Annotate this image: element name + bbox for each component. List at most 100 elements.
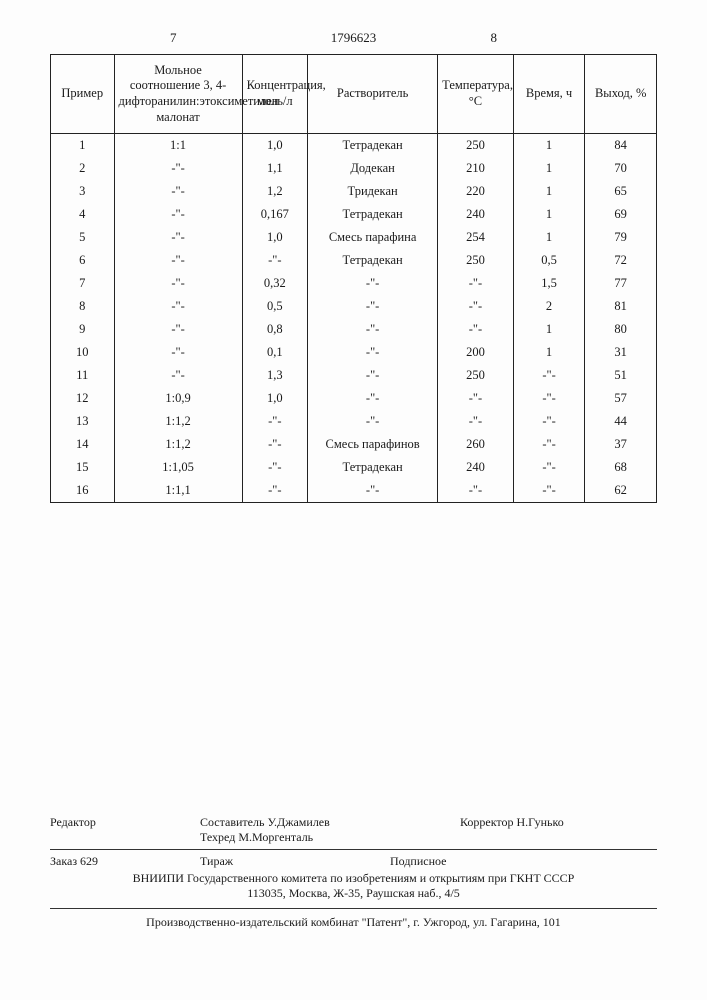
tirazh-label: Тираж	[200, 854, 390, 869]
table-cell: 3	[51, 180, 115, 203]
table-row: 6-"--"-Тетрадекан2500,572	[51, 249, 657, 272]
table-cell: Додекан	[308, 157, 438, 180]
table-cell: 65	[585, 180, 657, 203]
col-yield: Выход, %	[585, 55, 657, 134]
table-cell: 1	[51, 134, 115, 158]
table-cell: 1	[513, 134, 585, 158]
table-row: 5-"-1,0Смесь парафина254179	[51, 226, 657, 249]
publisher-line: Производственно-издательский комбинат "П…	[50, 915, 657, 930]
table-cell: -"-	[242, 433, 308, 456]
table-cell: 0,5	[513, 249, 585, 272]
table-cell: 200	[438, 341, 514, 364]
table-cell: 220	[438, 180, 514, 203]
table-cell: -"-	[242, 456, 308, 479]
table-cell: -"-	[513, 410, 585, 433]
table-cell: -"-	[438, 479, 514, 503]
table-cell: -"-	[308, 364, 438, 387]
table-cell: -"-	[308, 272, 438, 295]
table-cell: -"-	[438, 318, 514, 341]
table-cell: -"-	[114, 226, 242, 249]
table-cell: -"-	[438, 387, 514, 410]
table-cell: 0,1	[242, 341, 308, 364]
page-num-left: 7	[170, 30, 177, 46]
table-cell: 1,0	[242, 226, 308, 249]
table-cell: 2	[51, 157, 115, 180]
table-cell: 10	[51, 341, 115, 364]
table-row: 161:1,1-"--"--"--"-62	[51, 479, 657, 503]
table-cell: -"-	[114, 203, 242, 226]
table-cell: -"-	[308, 295, 438, 318]
table-row: 121:0,91,0-"--"--"-57	[51, 387, 657, 410]
table-cell: 31	[585, 341, 657, 364]
order-number: Заказ 629	[50, 854, 200, 869]
col-example: Пример	[51, 55, 115, 134]
data-table: Пример Мольное соотношение 3, 4-дифторан…	[50, 54, 657, 503]
org-line2: 113035, Москва, Ж-35, Раушская наб., 4/5	[50, 886, 657, 902]
table-cell: -"-	[308, 341, 438, 364]
table-cell: -"-	[438, 410, 514, 433]
table-cell: 1:1,1	[114, 479, 242, 503]
table-cell: 1:1,05	[114, 456, 242, 479]
table-cell: 1:1	[114, 134, 242, 158]
table-cell: -"-	[242, 249, 308, 272]
table-cell: 44	[585, 410, 657, 433]
credits-row: Редактор Составитель У.Джамилев Техред М…	[50, 815, 657, 850]
table-cell: 1:1,2	[114, 410, 242, 433]
table-cell: 11	[51, 364, 115, 387]
order-row: Заказ 629 Тираж Подписное	[50, 854, 657, 871]
table-cell: 254	[438, 226, 514, 249]
table-cell: 79	[585, 226, 657, 249]
table-cell: Тридекан	[308, 180, 438, 203]
table-cell: 250	[438, 249, 514, 272]
table-row: 7-"-0,32-"--"-1,577	[51, 272, 657, 295]
table-header-row: Пример Мольное соотношение 3, 4-дифторан…	[51, 55, 657, 134]
table-row: 8-"-0,5-"--"-281	[51, 295, 657, 318]
table-cell: 1,2	[242, 180, 308, 203]
table-cell: -"-	[114, 295, 242, 318]
table-cell: Смесь парафинов	[308, 433, 438, 456]
table-cell: Смесь парафина	[308, 226, 438, 249]
table-cell: Тетрадекан	[308, 134, 438, 158]
col-temperature: Температура, °С	[438, 55, 514, 134]
table-cell: 0,167	[242, 203, 308, 226]
table-cell: 81	[585, 295, 657, 318]
table-cell: 57	[585, 387, 657, 410]
table-cell: 13	[51, 410, 115, 433]
table-cell: 62	[585, 479, 657, 503]
techred: Техред М.Моргенталь	[200, 830, 460, 845]
table-cell: -"-	[438, 295, 514, 318]
col-ratio: Мольное соотношение 3, 4-дифторанилин:эт…	[114, 55, 242, 134]
table-cell: -"-	[308, 318, 438, 341]
table-cell: 7	[51, 272, 115, 295]
table-cell: 80	[585, 318, 657, 341]
table-cell: 240	[438, 203, 514, 226]
table-cell: 6	[51, 249, 115, 272]
page-num-right: 8	[491, 30, 498, 46]
table-cell: -"-	[114, 272, 242, 295]
table-cell: -"-	[114, 249, 242, 272]
table-cell: 1,5	[513, 272, 585, 295]
table-row: 11-"-1,3-"-250-"-51	[51, 364, 657, 387]
table-cell: 1:1,2	[114, 433, 242, 456]
table-row: 4-"-0,167Тетрадекан240169	[51, 203, 657, 226]
table-cell: -"-	[308, 410, 438, 433]
table-cell: 1	[513, 318, 585, 341]
table-cell: 1	[513, 203, 585, 226]
table-cell: 68	[585, 456, 657, 479]
table-cell: 1,3	[242, 364, 308, 387]
table-cell: 4	[51, 203, 115, 226]
table-cell: 0,8	[242, 318, 308, 341]
table-cell: Тетрадекан	[308, 456, 438, 479]
table-cell: 9	[51, 318, 115, 341]
table-cell: 0,5	[242, 295, 308, 318]
col-solvent: Растворитель	[308, 55, 438, 134]
table-cell: -"-	[114, 157, 242, 180]
table-cell: -"-	[242, 479, 308, 503]
table-cell: -"-	[242, 410, 308, 433]
page-header: 7 1796623 8	[50, 30, 657, 48]
table-cell: 70	[585, 157, 657, 180]
table-cell: 16	[51, 479, 115, 503]
editor-label: Редактор	[50, 815, 200, 845]
table-cell: -"-	[308, 479, 438, 503]
podpisnoe-label: Подписное	[390, 854, 657, 869]
